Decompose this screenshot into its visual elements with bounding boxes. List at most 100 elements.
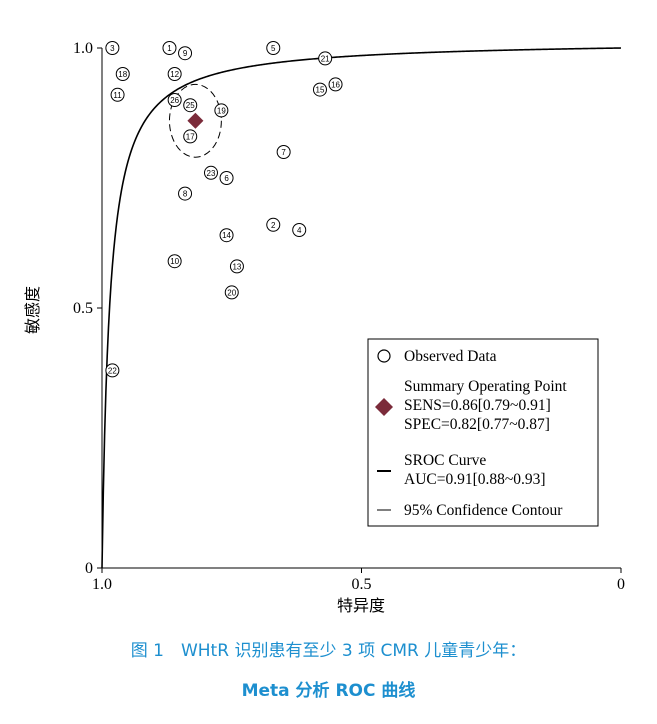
observed-point-marker	[203, 165, 218, 180]
observed-point-25: 25	[183, 98, 198, 113]
observed-point-label: 3	[110, 44, 115, 53]
observed-point-23: 23	[203, 165, 218, 180]
legend-observed-label: Observed Data	[404, 348, 497, 365]
observed-point-label: 17	[186, 132, 195, 141]
observed-point-19: 19	[214, 103, 229, 118]
observed-point-label: 16	[331, 80, 340, 89]
legend-summary-sens: SENS=0.86[0.79~0.91]	[404, 397, 551, 414]
observed-point-marker	[276, 145, 291, 159]
confidence-contour	[168, 83, 222, 158]
observed-point-marker	[183, 98, 198, 113]
sroc-curve	[101, 47, 622, 569]
observed-point-label: 10	[170, 257, 179, 266]
observed-point-17: 17	[183, 129, 198, 144]
axis-ticks: 1.0 0.5 0 0 0.5 1.0	[73, 40, 625, 593]
observed-point-marker	[318, 51, 333, 66]
observed-point-label: 12	[170, 70, 179, 79]
observed-point-label: 22	[108, 366, 117, 375]
observed-point-marker	[178, 46, 193, 61]
observed-point-label: 11	[113, 91, 122, 100]
y-axis-title: 敏感度	[23, 286, 42, 334]
observed-point-3: 3	[105, 41, 120, 55]
x-tick-label: 1.0	[92, 576, 112, 593]
y-tick-label: 1.0	[73, 40, 93, 57]
y-tick-label: 0	[85, 560, 93, 577]
observed-point-marker	[266, 41, 281, 55]
x-tick-label: 0.5	[352, 576, 372, 593]
legend-sroc-label: SROC Curve	[404, 452, 486, 469]
observed-point-18: 18	[115, 67, 130, 81]
observed-point-label: 2	[271, 221, 276, 230]
y-tick-label: 0.5	[73, 300, 93, 317]
observed-point-label: 18	[118, 70, 127, 79]
contour-layer	[168, 83, 222, 158]
observed-point-label: 8	[183, 190, 188, 199]
summary-operating-point	[187, 112, 204, 129]
observed-point-10: 10	[167, 254, 182, 269]
observed-point-14: 14	[219, 228, 234, 243]
observed-point-marker	[167, 67, 182, 81]
legend-summary-label: Summary Operating Point	[404, 378, 567, 395]
observed-point-label: 5	[271, 44, 276, 53]
observed-point-11: 11	[110, 87, 125, 102]
observed-point-label: 9	[183, 49, 188, 58]
observed-point-marker	[110, 87, 125, 102]
observed-point-5: 5	[266, 41, 281, 55]
observed-point-marker	[266, 217, 281, 232]
points-layer: 1234567891011121314151617181920212223252…	[105, 41, 343, 378]
observed-point-12: 12	[167, 67, 182, 81]
observed-point-label: 21	[321, 54, 330, 63]
observed-point-marker	[214, 103, 229, 118]
legend-box	[367, 338, 599, 527]
observed-point-1: 1	[162, 41, 177, 55]
observed-point-marker	[224, 285, 239, 300]
observed-point-marker	[105, 363, 120, 378]
summary-layer	[187, 112, 204, 129]
legend-summary-icon	[375, 398, 393, 416]
legend-sroc-auc: AUC=0.91[0.88~0.93]	[404, 471, 546, 488]
observed-point-2: 2	[266, 217, 281, 232]
observed-point-label: 20	[227, 288, 236, 297]
observed-point-7: 7	[276, 145, 291, 159]
legend: Observed Data Summary Operating Point SE…	[367, 338, 599, 527]
observed-point-marker	[105, 41, 120, 55]
legend-summary-spec: SPEC=0.82[0.77~0.87]	[404, 416, 550, 433]
observed-point-label: 4	[297, 226, 302, 235]
sroc-chart: 1.0 0.5 000.51.0 1234567891011121314151617…	[23, 40, 625, 615]
observed-point-marker	[183, 129, 198, 144]
sroc-curve-layer	[101, 47, 622, 569]
observed-point-label: 19	[217, 106, 226, 115]
observed-point-label: 1	[167, 44, 172, 53]
observed-point-4: 4	[292, 223, 307, 237]
observed-point-label: 26	[170, 96, 179, 105]
observed-point-9: 9	[178, 46, 193, 61]
x-tick-label: 0	[617, 576, 625, 593]
figure-caption-line2: Meta 分析 ROC 曲线	[241, 681, 416, 701]
observed-point-marker	[167, 254, 182, 269]
observed-point-marker	[115, 67, 130, 81]
legend-contour-label: 95% Confidence Contour	[404, 502, 563, 519]
observed-point-label: 25	[186, 101, 195, 110]
observed-point-marker	[312, 82, 327, 97]
legend-observed-icon	[377, 349, 391, 363]
observed-point-22: 22	[105, 363, 120, 378]
observed-point-13: 13	[229, 259, 244, 274]
observed-point-marker	[229, 259, 244, 274]
observed-point-marker	[178, 186, 193, 201]
observed-point-marker	[219, 171, 234, 185]
observed-point-marker	[167, 93, 182, 107]
observed-point-20: 20	[224, 285, 239, 300]
observed-point-16: 16	[328, 77, 343, 92]
observed-point-label: 13	[232, 262, 241, 271]
observed-point-label: 6	[224, 174, 229, 183]
observed-point-marker	[292, 223, 307, 237]
observed-point-marker	[162, 41, 177, 55]
observed-point-label: 23	[207, 169, 216, 178]
figure-caption-line1: 图 1 WHtR 识别患有至少 3 项 CMR 儿童青少年：	[130, 641, 527, 661]
observed-point-26: 26	[167, 93, 182, 107]
observed-point-marker	[219, 228, 234, 243]
observed-point-6: 6	[219, 171, 234, 185]
observed-point-label: 14	[222, 231, 231, 240]
observed-point-label: 15	[316, 86, 325, 95]
observed-point-marker	[328, 77, 343, 92]
